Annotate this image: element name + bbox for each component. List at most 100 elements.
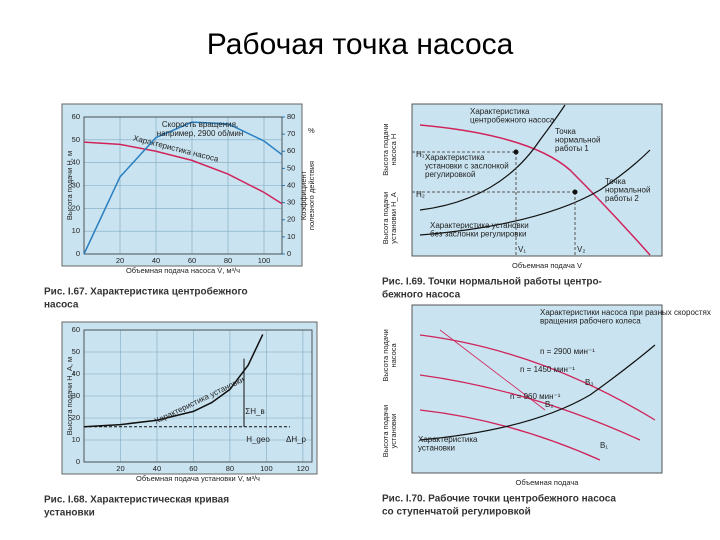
diagram-label: B₂ (545, 400, 553, 409)
x-axis-label: Объемная подача (516, 478, 580, 487)
y-axis-label: Высота подачи H_A, м (65, 357, 74, 435)
annotation: например, 2900 об/мин (157, 129, 244, 138)
x-tick-label: 120 (297, 464, 310, 473)
diagram-1 (411, 103, 663, 257)
figure-caption: со ступенчатой регулировкой (382, 507, 531, 518)
series-line (83, 141, 283, 205)
pump-curve (419, 124, 651, 256)
y-axis-label: Высота подачи (381, 123, 390, 175)
y2-tick-label: 20 (287, 215, 295, 224)
plot-frame (83, 329, 313, 463)
diagram-label: H₂ (416, 190, 425, 199)
diagram-label: центробежного насоса (470, 116, 555, 125)
diagram-label: Характеристика (425, 153, 485, 162)
plot-frame (83, 116, 283, 255)
y-axis-label: насоса H (389, 134, 398, 166)
diagram-label: n = 1450 мин⁻¹ (520, 365, 575, 374)
series-line (83, 121, 283, 255)
y-tick-label: 30 (72, 391, 80, 400)
y2-tick-label: 80 (287, 112, 295, 121)
y-axis-label: Высота подачи (381, 329, 390, 381)
figure-caption: Рис. I.68. Характеристическая кривая (44, 495, 229, 506)
x-tick-label: 80 (226, 464, 234, 473)
y2-tick-label: 70 (287, 129, 295, 138)
diagram-box (411, 304, 663, 474)
y-tick-label: 20 (72, 203, 80, 212)
diagram-label: нормальной (555, 136, 600, 145)
diagram-label: без заслонки регулировки (430, 230, 526, 239)
x-tick-label: 20 (116, 464, 124, 473)
y2-tick-label: 10 (287, 232, 295, 241)
pump-curve (419, 334, 656, 421)
y-axis-label: Высота подачи H, м (65, 151, 74, 220)
figure-caption: насоса (44, 300, 79, 311)
slide-title: Рабочая точка насоса (207, 28, 514, 61)
y-tick-label: 10 (72, 226, 80, 235)
chart-box (61, 321, 318, 475)
y-tick-label: 50 (72, 347, 80, 356)
diagram-label: установки с заслонкой (425, 162, 509, 171)
y2-tick-label: 60 (287, 146, 295, 155)
diagram-label: H₁ (416, 150, 425, 159)
x-tick-label: 60 (189, 464, 197, 473)
y-tick-label: 0 (76, 457, 80, 466)
figure-caption: бежного насоса (382, 289, 461, 301)
diagram-label: n = 2900 мин⁻¹ (540, 347, 595, 356)
annotation: Скорость вращения, (162, 120, 238, 129)
diagram-2 (411, 304, 663, 474)
x-axis-label: Объемная подача насоса V̇, м³/ч (126, 266, 240, 275)
y-tick-label: 60 (72, 325, 80, 334)
diagram-label: Точка (555, 127, 576, 136)
y2-axis-label: установки H_A (389, 192, 398, 243)
diagram-label: Точка (605, 177, 626, 186)
diagram-label: установки (418, 444, 455, 453)
y-tick-label: 60 (72, 112, 80, 121)
pump-curve (419, 409, 601, 461)
diagram-label: Характеристики насоса при разных скорост… (540, 308, 711, 317)
x-tick-label: 60 (188, 256, 196, 265)
chart-box (61, 103, 303, 267)
y2-axis-label: Коэффициент (299, 170, 308, 220)
diagram-label: Характеристика установки (430, 221, 529, 230)
diagram-label: нормальной (605, 186, 650, 195)
y-axis-label: насоса (389, 342, 398, 367)
pointer (439, 329, 546, 411)
y2-tick-label: 0 (287, 249, 291, 258)
diagram-label: B₃ (585, 378, 594, 387)
system-curve-throttled (419, 104, 566, 211)
x-tick-label: 40 (152, 256, 160, 265)
annotation: H_geo (246, 435, 270, 444)
x-tick-label: 80 (224, 256, 232, 265)
diagram-label: регулировкой (425, 170, 475, 179)
diagram-label: n = 960 мин⁻¹ (510, 392, 561, 401)
y2-tick-label: 30 (287, 198, 295, 207)
x-axis-label: Объемная подача V (512, 261, 582, 270)
y-tick-label: 40 (72, 369, 80, 378)
y2-tick-label: 50 (287, 163, 295, 172)
y-tick-label: 10 (72, 435, 80, 444)
figure-caption: Рис. I.69. Точки нормальной работы центр… (382, 276, 602, 288)
y-tick-label: 50 (72, 135, 80, 144)
diagram-label: работы 2 (605, 194, 639, 203)
diagram-label: Характеристика (470, 107, 530, 116)
system-curve (419, 344, 656, 441)
series-line (83, 334, 264, 428)
diagram-label: V₁ (518, 245, 526, 254)
system-curve (419, 149, 651, 236)
y2-axis-label: Высота подачи (381, 405, 390, 457)
x-tick-label: 20 (116, 256, 124, 265)
diagram-label: V₂ (577, 245, 585, 254)
figure-caption: Рис. I.70. Рабочие точки центробежного н… (382, 493, 616, 505)
diagram-label: работы 1 (555, 144, 589, 153)
x-tick-label: 100 (258, 256, 271, 265)
y-tick-label: 20 (72, 413, 80, 422)
y2-axis-label: установки (389, 414, 398, 449)
diagram-label: B₁ (600, 441, 608, 450)
figure-caption: Рис. I.67. Характеристика центробежного (44, 286, 248, 298)
y2-axis-label: полезного действия (307, 161, 316, 230)
annotation: ΣH_в (245, 407, 264, 416)
y2-unit: % (308, 126, 315, 135)
